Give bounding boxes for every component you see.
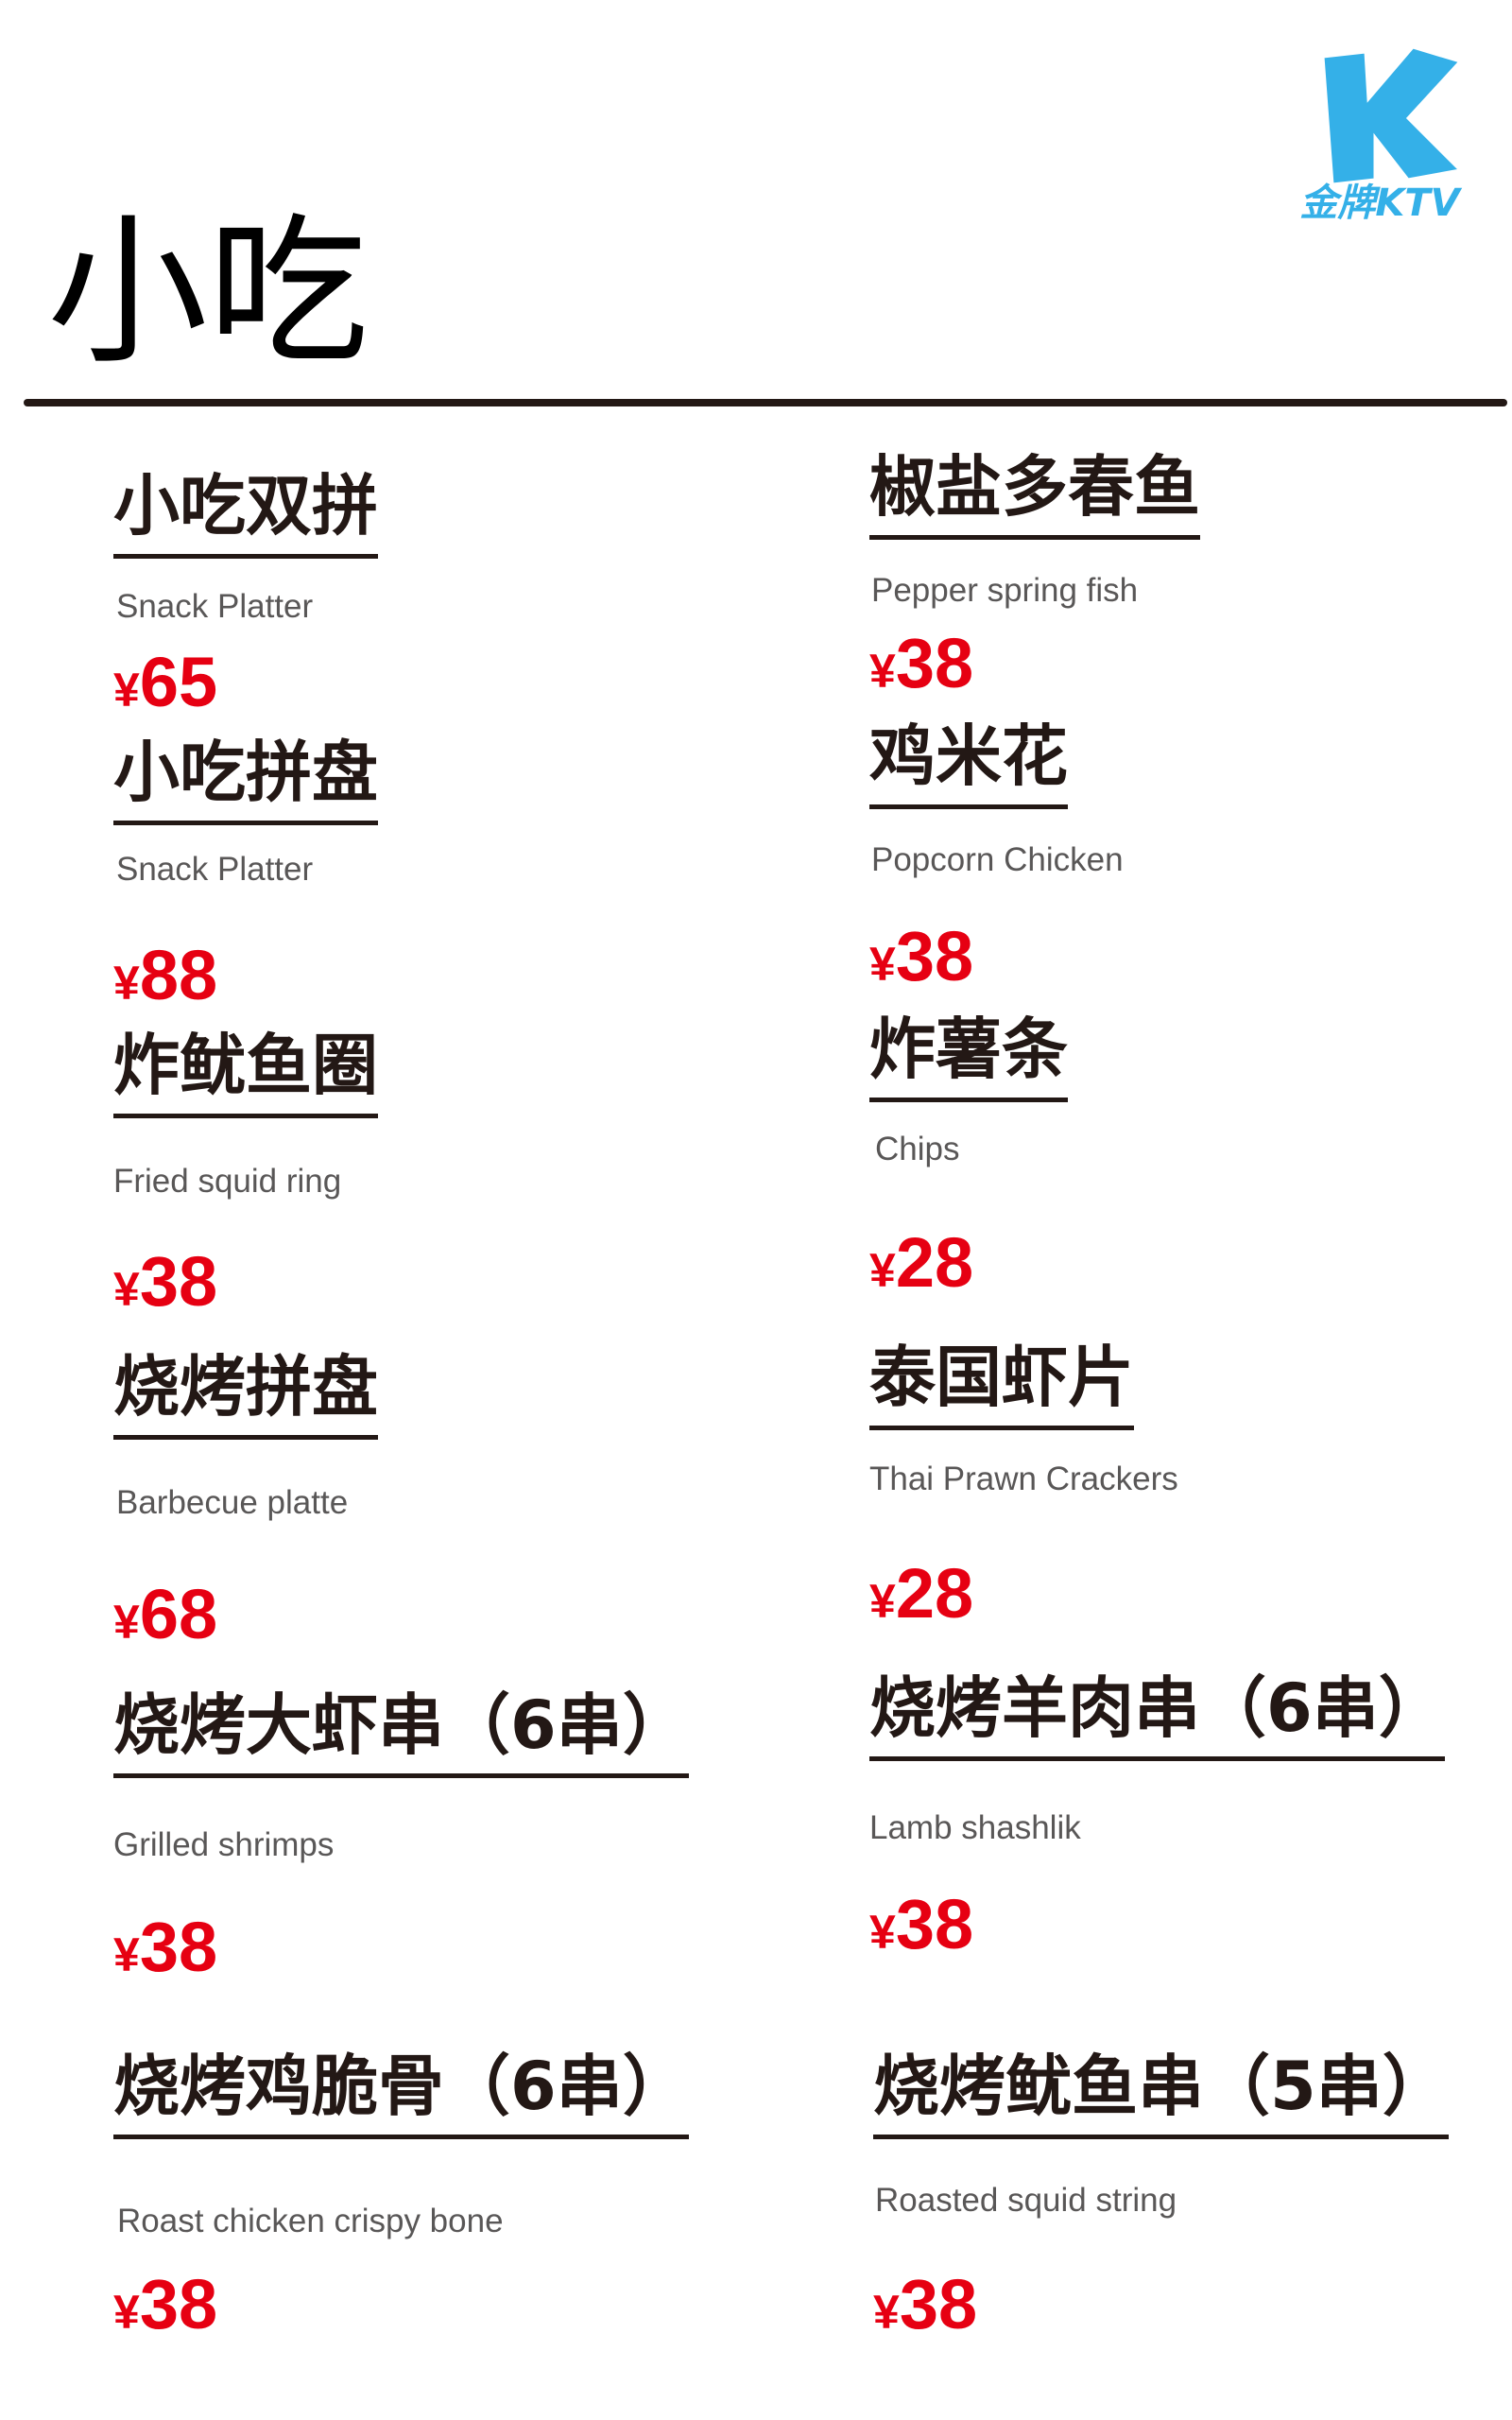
currency-symbol: ¥ bbox=[869, 938, 896, 991]
item-name: 椒盐多春鱼 bbox=[869, 444, 1200, 540]
item-name: 泰国虾片 bbox=[869, 1335, 1134, 1430]
currency-symbol: ¥ bbox=[113, 664, 140, 717]
currency-symbol: ¥ bbox=[869, 1244, 896, 1297]
currency-symbol: ¥ bbox=[869, 1906, 896, 1959]
menu-item: 烧烤鱿鱼串（5串） bbox=[873, 2044, 1449, 2139]
price-value: 38 bbox=[895, 1885, 974, 1963]
item-english-name: Pepper spring fish bbox=[871, 572, 1139, 609]
item-english-name: Roast chicken crispy bone bbox=[117, 2203, 504, 2239]
item-english-name: Grilled shrimps bbox=[113, 1826, 335, 1863]
item-name: 烧烤鱿鱼串（5串） bbox=[873, 2044, 1449, 2139]
item-price: ¥28 bbox=[869, 1225, 973, 1308]
price-value: 38 bbox=[899, 2265, 978, 2343]
currency-symbol: ¥ bbox=[869, 1575, 896, 1628]
menu-item: 小吃双拼 bbox=[113, 463, 378, 559]
item-name: 炸鱿鱼圈 bbox=[113, 1023, 378, 1118]
item-name: 小吃拼盘 bbox=[113, 730, 378, 825]
logo-text: 金牌KTV bbox=[1299, 182, 1462, 225]
item-english-name: Roasted squid string bbox=[875, 2182, 1177, 2219]
item-name: 烧烤羊肉串（6串） bbox=[869, 1666, 1445, 1761]
price-value: 68 bbox=[139, 1575, 218, 1653]
item-price: ¥28 bbox=[869, 1556, 973, 1639]
item-price: ¥38 bbox=[113, 1910, 217, 1993]
brand-logo: 金牌KTV bbox=[1285, 45, 1474, 227]
item-name: 烧烤大虾串（6串） bbox=[113, 1683, 689, 1778]
item-name: 烧烤鸡脆骨（6串） bbox=[113, 2044, 689, 2139]
logo-graphic: 金牌KTV bbox=[1299, 45, 1464, 225]
item-price: ¥38 bbox=[869, 626, 973, 709]
price-value: 38 bbox=[895, 624, 974, 702]
item-english-name: Popcorn Chicken bbox=[871, 841, 1124, 878]
item-price: ¥38 bbox=[873, 2267, 977, 2350]
price-value: 28 bbox=[895, 1554, 974, 1633]
price-value: 38 bbox=[139, 1242, 218, 1321]
item-price: ¥88 bbox=[113, 938, 217, 1021]
title-divider bbox=[24, 399, 1507, 406]
currency-symbol: ¥ bbox=[113, 2286, 140, 2339]
currency-symbol: ¥ bbox=[873, 2286, 900, 2339]
item-price: ¥38 bbox=[869, 919, 973, 1002]
price-value: 88 bbox=[139, 936, 218, 1014]
item-english-name: Thai Prawn Crackers bbox=[869, 1461, 1178, 1497]
currency-symbol: ¥ bbox=[113, 1263, 140, 1316]
item-price: ¥68 bbox=[113, 1577, 217, 1660]
menu-item: 小吃拼盘 bbox=[113, 730, 378, 825]
item-price: ¥38 bbox=[113, 1244, 217, 1327]
menu-item: 泰国虾片 bbox=[869, 1335, 1134, 1430]
item-name: 炸薯条 bbox=[869, 1007, 1068, 1102]
menu-item: 炸薯条 bbox=[869, 1007, 1068, 1102]
price-value: 38 bbox=[139, 1908, 218, 1986]
item-name: 鸡米花 bbox=[869, 714, 1068, 809]
item-price: ¥38 bbox=[869, 1887, 973, 1970]
price-value: 65 bbox=[139, 643, 218, 721]
currency-symbol: ¥ bbox=[869, 645, 896, 698]
currency-symbol: ¥ bbox=[113, 1596, 140, 1649]
menu-item: 鸡米花 bbox=[869, 714, 1068, 809]
menu-item: 炸鱿鱼圈 bbox=[113, 1023, 378, 1118]
item-price: ¥38 bbox=[113, 2267, 217, 2350]
page-title: 小吃 bbox=[47, 199, 369, 387]
menu-item: 烧烤羊肉串（6串） bbox=[869, 1666, 1445, 1761]
item-price: ¥65 bbox=[113, 645, 217, 728]
item-english-name: Fried squid ring bbox=[113, 1163, 342, 1200]
item-english-name: Barbecue platte bbox=[116, 1484, 349, 1521]
item-english-name: Snack Platter bbox=[116, 851, 314, 888]
item-name: 小吃双拼 bbox=[113, 463, 378, 559]
item-name: 烧烤拼盘 bbox=[113, 1344, 378, 1440]
price-value: 28 bbox=[895, 1223, 974, 1302]
menu-item: 椒盐多春鱼 bbox=[869, 444, 1200, 540]
item-english-name: Snack Platter bbox=[116, 588, 314, 625]
currency-symbol: ¥ bbox=[113, 1928, 140, 1981]
item-english-name: Lamb shashlik bbox=[869, 1809, 1081, 1846]
item-english-name: Chips bbox=[875, 1131, 960, 1167]
price-value: 38 bbox=[895, 917, 974, 995]
menu-item: 烧烤鸡脆骨（6串） bbox=[113, 2044, 689, 2139]
currency-symbol: ¥ bbox=[113, 957, 140, 1010]
menu-item: 烧烤拼盘 bbox=[113, 1344, 378, 1440]
menu-item: 烧烤大虾串（6串） bbox=[113, 1683, 689, 1778]
price-value: 38 bbox=[139, 2265, 218, 2343]
